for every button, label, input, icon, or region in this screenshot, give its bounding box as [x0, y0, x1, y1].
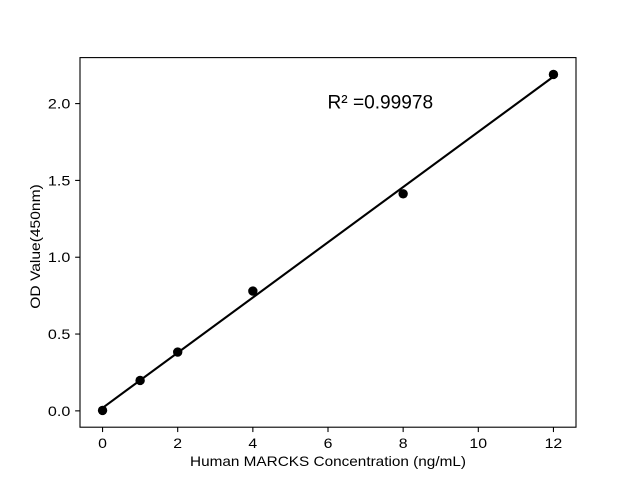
svg-text:10: 10 — [469, 436, 487, 451]
svg-text:1.5: 1.5 — [48, 173, 71, 188]
svg-text:0: 0 — [98, 436, 107, 451]
svg-text:2: 2 — [173, 436, 182, 451]
svg-text:12: 12 — [545, 436, 563, 451]
svg-text:8: 8 — [399, 436, 408, 451]
svg-text:0.0: 0.0 — [48, 404, 71, 419]
svg-text:4: 4 — [248, 436, 257, 451]
svg-text:2.0: 2.0 — [48, 97, 71, 112]
svg-text:6: 6 — [324, 436, 333, 451]
svg-text:OD Value(450nm): OD Value(450nm) — [28, 184, 43, 309]
svg-text:R² =0.99978: R² =0.99978 — [328, 93, 434, 114]
svg-text:Human MARCKS Concentration (ng: Human MARCKS Concentration (ng/mL) — [190, 454, 466, 469]
svg-text:0.5: 0.5 — [48, 327, 71, 342]
svg-text:1.0: 1.0 — [48, 250, 71, 265]
